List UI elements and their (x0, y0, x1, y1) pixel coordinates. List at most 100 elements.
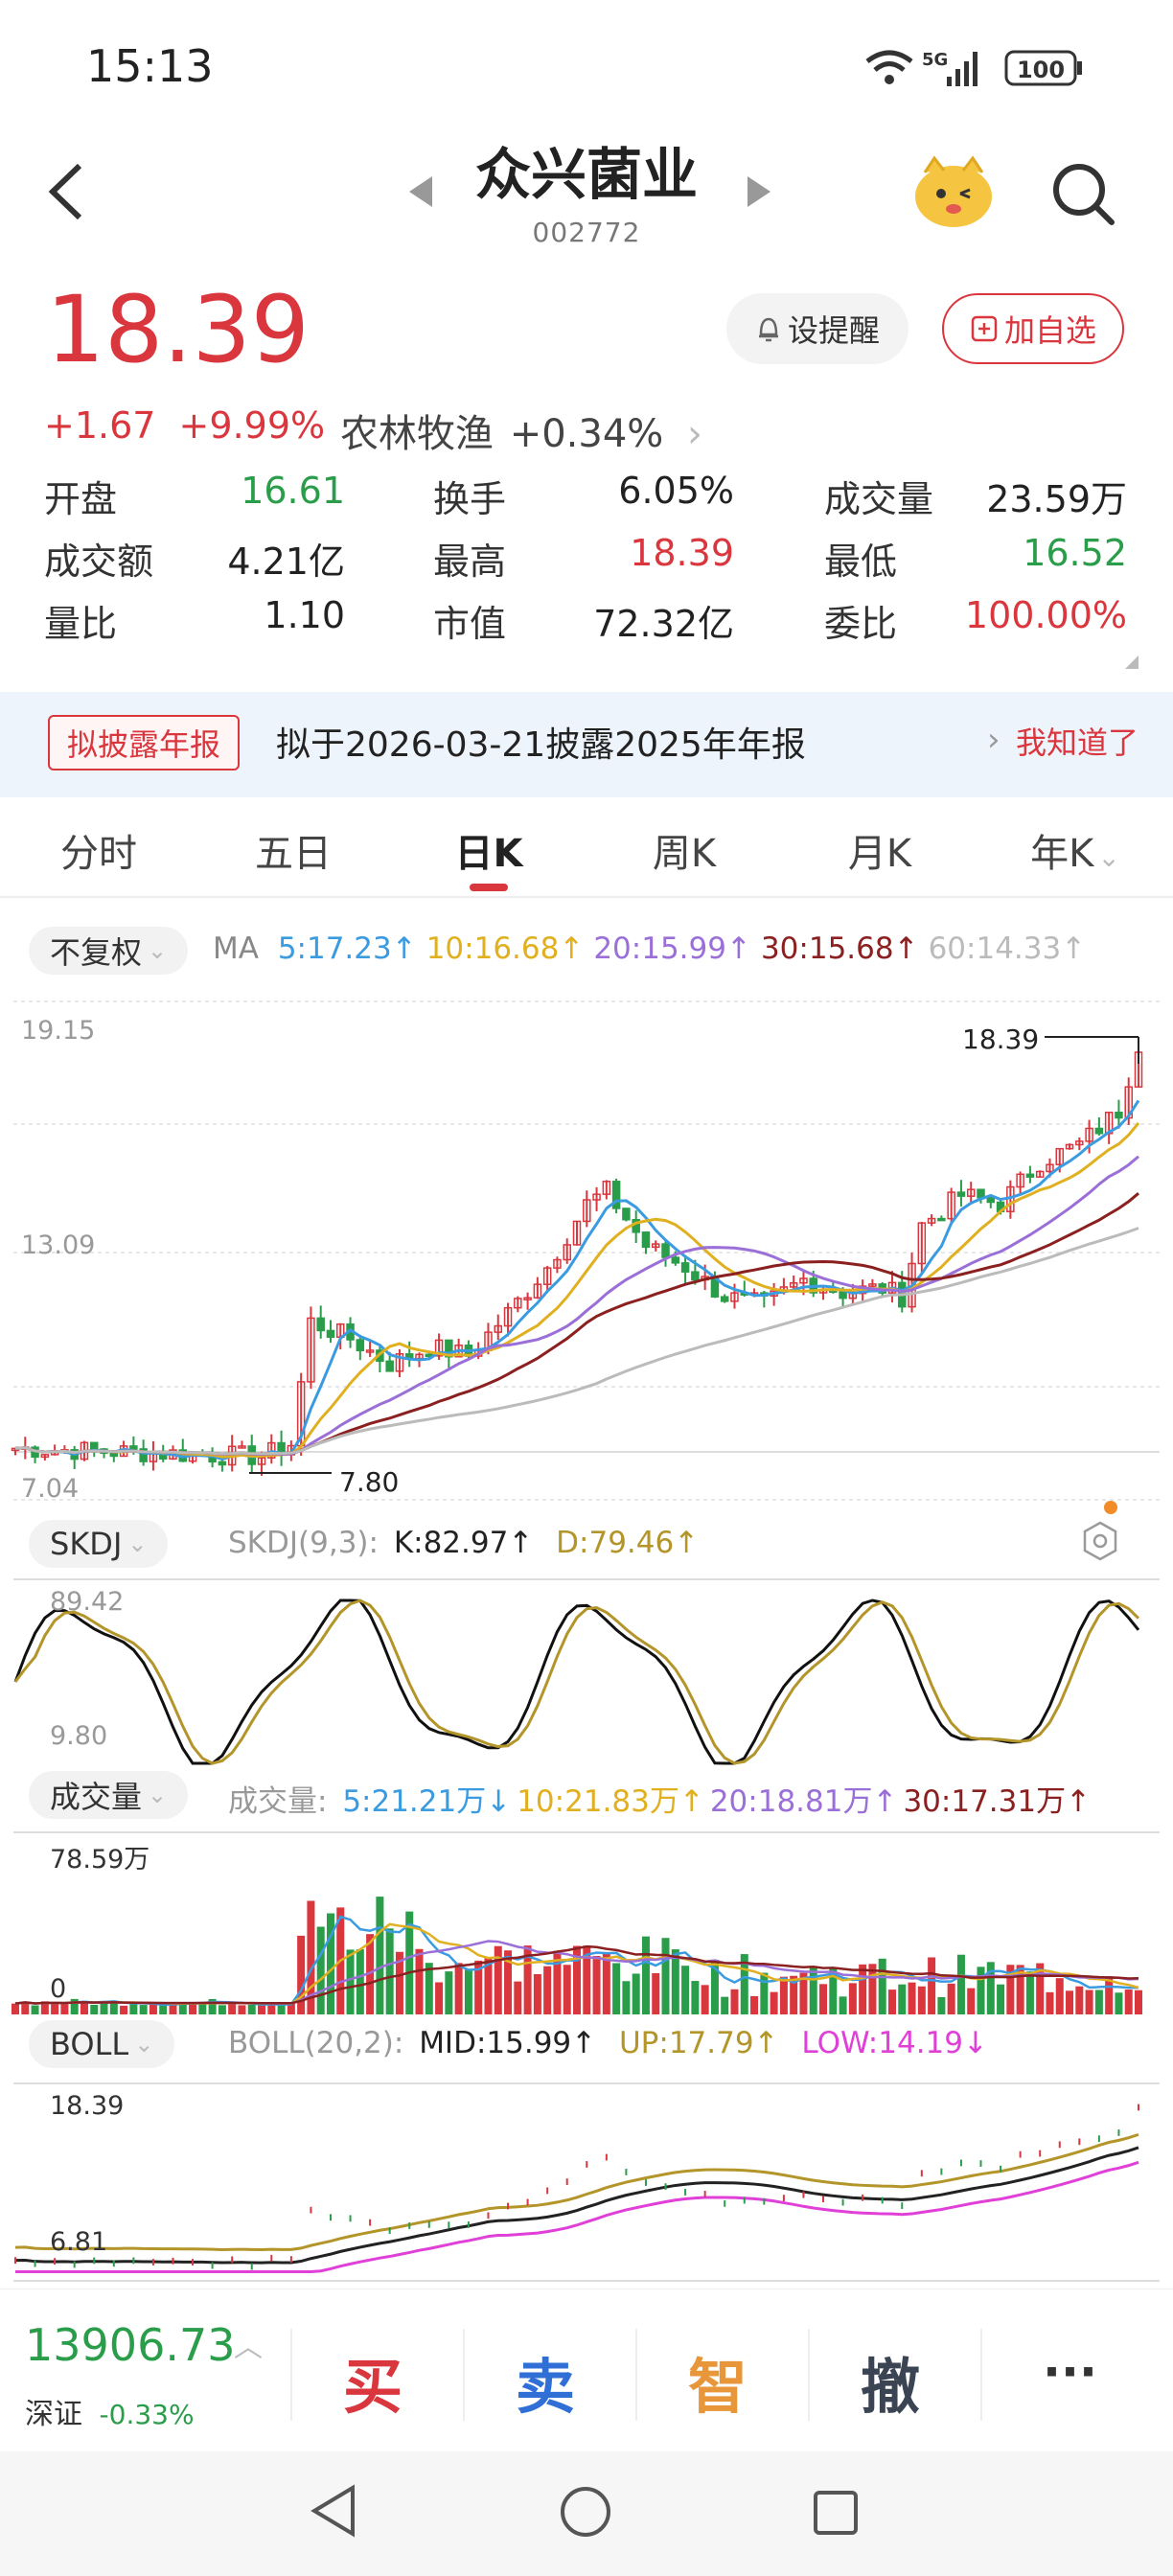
candle-body (40, 1454, 50, 1459)
candle-body (553, 1258, 562, 1269)
nav-recents-icon[interactable] (813, 2490, 859, 2536)
add-watchlist-button[interactable]: 加自选 (942, 293, 1124, 364)
system-nav-bar (0, 2451, 1173, 2576)
stock-chart[interactable] (0, 997, 1173, 2286)
boll-select[interactable]: BOLL ⌄ (29, 2020, 175, 2068)
back-arrow-icon[interactable] (43, 158, 91, 225)
add-watchlist-label: 加自选 (1003, 312, 1096, 349)
buy-button[interactable]: 买 (343, 2352, 403, 2422)
tab-weekly-k[interactable]: 周K (652, 832, 717, 876)
volume-bar (652, 1972, 660, 2014)
volume-bar (405, 1911, 414, 2014)
banner-dismiss-button[interactable]: 我知道了 (1016, 724, 1139, 761)
volume-bar (790, 1975, 798, 2014)
candle-body (267, 1441, 276, 1459)
volume-bar (267, 2003, 276, 2014)
candle-body (977, 1188, 985, 1199)
chevron-up-icon[interactable]: ︿ (234, 2331, 263, 2364)
stock-code: 002772 (532, 217, 641, 248)
boll-mid-line (14, 2146, 1139, 2265)
nav-home-icon[interactable] (560, 2486, 611, 2538)
volume-bar (1094, 1990, 1103, 2014)
volume-bar (947, 1983, 955, 2014)
tab-daily-k[interactable]: 日K (454, 832, 523, 876)
volume-bar (523, 1945, 532, 2014)
volume-bar (51, 2003, 59, 2014)
next-stock-icon[interactable] (744, 174, 772, 209)
active-tab-indicator (470, 884, 508, 891)
volume-axis-bottom: 0 (50, 1974, 67, 2004)
tab-monthly-k[interactable]: 月K (847, 832, 912, 876)
volume-bar (878, 1958, 886, 2014)
adjust-select[interactable]: 不复权 ⌄ (29, 927, 189, 975)
more-icon[interactable]: ··· (1043, 2344, 1097, 2400)
price-axis-top: 19.15 (21, 1016, 96, 1046)
volume-bar (474, 1960, 483, 2014)
nav-back-icon[interactable] (309, 2484, 358, 2538)
volume-bar (326, 1913, 334, 2014)
set-alert-button[interactable]: 设提醒 (726, 293, 908, 364)
volume-bar (287, 2003, 295, 2014)
stat-label: 最低 (824, 540, 898, 583)
volume-bar (31, 2005, 39, 2014)
stat-value: 6.05% (618, 470, 734, 512)
settings-hexagon-icon[interactable] (1081, 1520, 1119, 1562)
tab-intraday[interactable]: 分时 (60, 832, 137, 876)
divider (0, 896, 1173, 898)
banner-text[interactable]: 拟于2026-03-21披露2025年年报 (276, 725, 806, 765)
candle-body (503, 1306, 513, 1327)
candle-body (365, 1349, 375, 1353)
volume-select[interactable]: 成交量 ⌄ (29, 1771, 189, 1819)
skdj-legend: SKDJ(9,3): K:82.97↑ D:79.46↑ (228, 1526, 699, 1560)
volume-legend: 成交量: 5:21.21万↓ 10:21.83万↑ 20:18.81万↑ 30:17.… (228, 1777, 1091, 1820)
candle-body (139, 1448, 148, 1462)
stat-value: 4.21亿 (227, 540, 345, 583)
mascot-icon[interactable] (910, 153, 997, 230)
sell-button[interactable]: 卖 (516, 2352, 576, 2422)
change-amount: +1.67 (44, 404, 156, 447)
tab-five-day[interactable]: 五日 (255, 832, 332, 876)
cancel-order-button[interactable]: 撤 (861, 2352, 921, 2422)
volume-bar (1046, 1991, 1054, 2014)
candle-body (572, 1220, 582, 1246)
candle-body (129, 1445, 138, 1450)
plus-box-icon (971, 315, 998, 342)
volume-bar (149, 2003, 157, 2014)
ma-line (14, 1121, 1140, 1459)
volume-bar (533, 1973, 541, 2014)
candle-body (514, 1298, 522, 1309)
smart-button[interactable]: 智 (688, 2352, 748, 2422)
previous-stock-icon[interactable] (407, 174, 436, 209)
index-value[interactable]: 13906.73 (25, 2319, 236, 2371)
candle-body (1046, 1163, 1054, 1173)
volume-bar (622, 1981, 631, 2014)
expand-corner-icon[interactable] (1121, 652, 1140, 671)
volume-bar (779, 1976, 788, 2014)
index-info: 深证 -0.33% (25, 2390, 195, 2432)
status-icons: 5G 100 (865, 50, 1082, 86)
skdj-select[interactable]: SKDJ ⌄ (29, 1520, 169, 1568)
volume-bar (956, 1954, 965, 2014)
candle-body (238, 1445, 246, 1449)
candle-body (356, 1339, 365, 1352)
sector-link[interactable]: 农林牧渔 +0.34% › (340, 402, 702, 458)
volume-bar (592, 1956, 601, 2014)
volume-bar (710, 1959, 719, 2014)
volume-bar (1016, 1965, 1024, 2014)
volume-bar (986, 1962, 995, 2014)
volume-bar (159, 2005, 168, 2014)
volume-bar (376, 1897, 384, 2014)
candle-body (680, 1262, 690, 1273)
search-icon[interactable] (1048, 159, 1117, 228)
candle-body (720, 1296, 729, 1302)
stat-value: 72.32亿 (593, 603, 734, 645)
svg-text:100: 100 (1017, 57, 1065, 83)
stat-label: 委比 (824, 603, 898, 645)
tab-yearly-k[interactable]: 年K ⌄ (1008, 822, 1142, 878)
ma-legend-item: 30:15.68↑ (760, 932, 919, 966)
volume-legend-item: 20:18.81万↑ (709, 1784, 898, 1819)
skdj-axis-bottom: 9.80 (50, 1721, 108, 1751)
notification-dot (1104, 1501, 1117, 1514)
volume-bar (494, 1945, 502, 2014)
candle-body (789, 1281, 798, 1288)
